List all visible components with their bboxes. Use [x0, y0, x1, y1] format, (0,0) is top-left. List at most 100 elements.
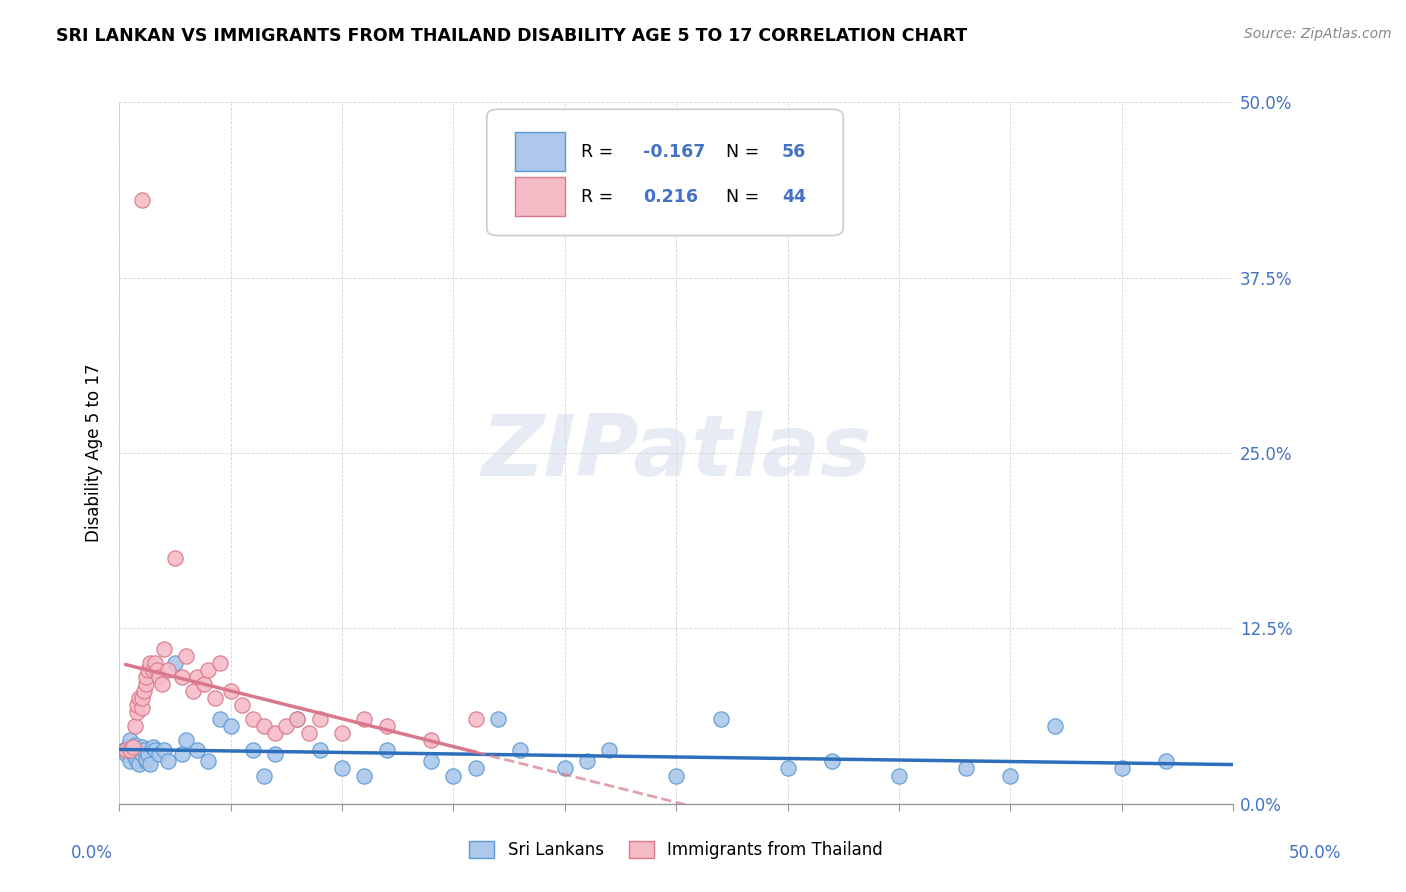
Point: [124, 738, 146, 752]
Point: [264, 747, 287, 762]
Point: [509, 743, 531, 757]
Point: [157, 755, 180, 769]
Point: [204, 691, 226, 706]
Point: [776, 762, 799, 776]
Point: [375, 719, 398, 733]
Point: [127, 746, 149, 760]
Point: [131, 747, 153, 762]
Point: [124, 750, 146, 764]
Point: [308, 713, 330, 727]
Point: [131, 701, 153, 715]
Text: 50.0%: 50.0%: [1288, 844, 1341, 862]
Point: [142, 663, 165, 677]
Point: [143, 743, 166, 757]
Point: [132, 743, 155, 757]
Point: [146, 663, 169, 677]
Point: [139, 657, 162, 671]
Point: [142, 740, 165, 755]
Point: [287, 713, 309, 727]
Point: [330, 762, 353, 776]
Text: 44: 44: [782, 187, 806, 205]
Point: [135, 677, 157, 691]
Point: [136, 747, 159, 762]
Point: [135, 752, 157, 766]
Point: [117, 740, 139, 755]
Point: [554, 762, 576, 776]
Legend: Sri Lankans, Immigrants from Thailand: Sri Lankans, Immigrants from Thailand: [463, 834, 890, 865]
Point: [132, 684, 155, 698]
Point: [197, 755, 219, 769]
Point: [464, 762, 486, 776]
Point: [128, 757, 150, 772]
Point: [353, 713, 375, 727]
Text: -0.167: -0.167: [643, 143, 704, 161]
Point: [121, 740, 143, 755]
Point: [121, 743, 143, 757]
FancyBboxPatch shape: [515, 132, 565, 171]
FancyBboxPatch shape: [486, 110, 844, 235]
Point: [242, 713, 264, 727]
Point: [128, 691, 150, 706]
FancyBboxPatch shape: [515, 178, 565, 216]
Point: [120, 743, 142, 757]
Point: [219, 719, 242, 733]
Point: [131, 740, 153, 755]
Point: [330, 726, 353, 740]
Point: [1000, 768, 1022, 782]
Point: [253, 768, 276, 782]
Text: ZIPatlas: ZIPatlas: [481, 411, 872, 494]
Text: 0.216: 0.216: [643, 187, 697, 205]
Point: [887, 768, 910, 782]
Point: [955, 762, 977, 776]
Point: [486, 713, 509, 727]
Point: [143, 657, 166, 671]
Point: [139, 757, 162, 772]
Point: [120, 755, 142, 769]
Text: R =: R =: [582, 187, 619, 205]
Point: [174, 733, 197, 747]
Text: Source: ZipAtlas.com: Source: ZipAtlas.com: [1244, 27, 1392, 41]
Point: [127, 755, 149, 769]
Point: [308, 743, 330, 757]
Point: [157, 663, 180, 677]
Point: [441, 768, 464, 782]
Point: [163, 657, 186, 671]
Point: [420, 733, 443, 747]
Point: [276, 719, 298, 733]
Point: [208, 713, 231, 727]
Point: [242, 743, 264, 757]
Text: N =: N =: [727, 187, 765, 205]
Text: N =: N =: [727, 143, 765, 161]
Point: [131, 194, 153, 208]
Point: [131, 691, 153, 706]
Point: [253, 719, 276, 733]
Text: SRI LANKAN VS IMMIGRANTS FROM THAILAND DISABILITY AGE 5 TO 17 CORRELATION CHART: SRI LANKAN VS IMMIGRANTS FROM THAILAND D…: [56, 27, 967, 45]
Point: [153, 743, 176, 757]
Text: R =: R =: [582, 143, 619, 161]
Point: [136, 663, 159, 677]
Point: [665, 768, 688, 782]
Point: [120, 733, 142, 747]
Point: [1043, 719, 1066, 733]
Point: [112, 743, 135, 757]
Point: [297, 726, 319, 740]
Point: [420, 755, 443, 769]
Point: [135, 670, 157, 684]
Y-axis label: Disability Age 5 to 17: Disability Age 5 to 17: [86, 364, 103, 542]
Point: [353, 768, 375, 782]
Point: [287, 713, 309, 727]
Point: [135, 755, 157, 769]
Point: [148, 670, 170, 684]
Point: [197, 663, 219, 677]
Point: [464, 713, 486, 727]
Point: [1154, 755, 1177, 769]
Point: [186, 670, 208, 684]
Point: [170, 670, 193, 684]
Point: [163, 551, 186, 566]
Point: [115, 747, 138, 762]
Point: [598, 743, 620, 757]
Text: 0.0%: 0.0%: [70, 844, 112, 862]
Point: [193, 677, 215, 691]
Point: [576, 755, 599, 769]
Point: [153, 642, 176, 657]
